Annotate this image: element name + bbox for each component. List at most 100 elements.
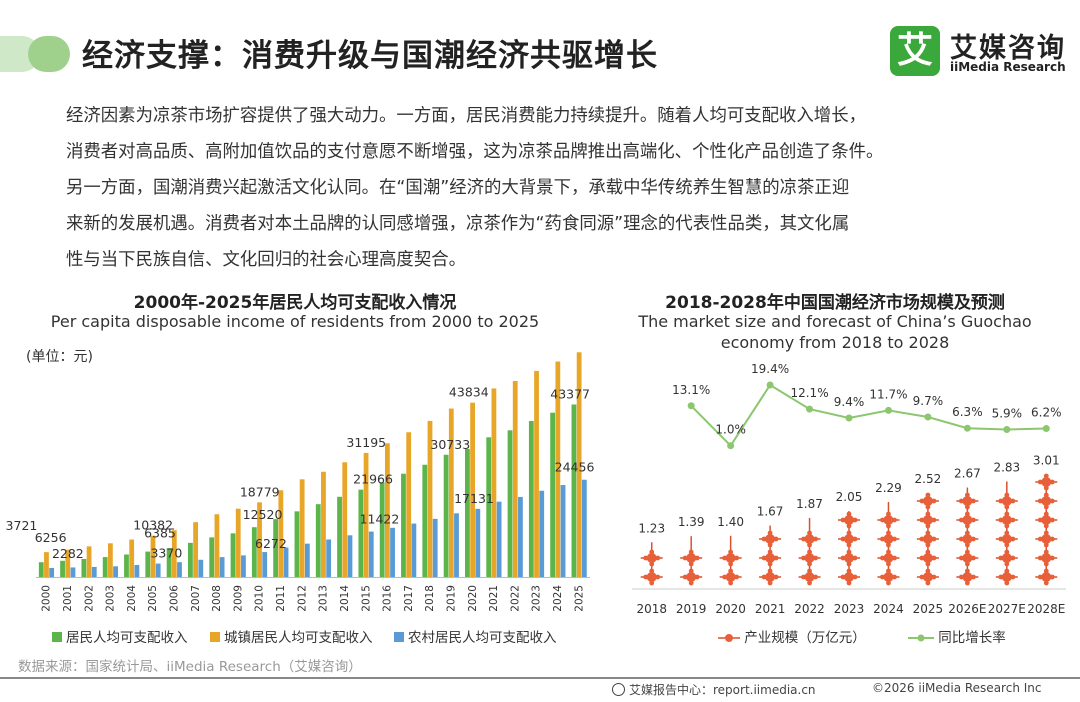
header-decoration-accent <box>28 36 70 72</box>
legend-label: 居民人均可支配收入 <box>66 630 188 646</box>
legend-item-growth-rate: 同比增长率 <box>908 626 1006 646</box>
legend-item-urban: 城镇居民人均可支配收入 <box>210 626 373 646</box>
bar-2021-series-1 <box>491 388 497 577</box>
guochao-chart-subtitle: The market size and forecast of China’s … <box>610 311 1060 353</box>
footer-divider <box>0 677 1080 679</box>
bar-2020-series-0 <box>465 448 470 577</box>
x-tick-label: 2003 <box>105 585 117 612</box>
x-tick-label: 2017 <box>403 585 415 612</box>
growth-rate-label: 19.4% <box>751 362 789 376</box>
paragraph-line: 经济因素为凉茶市场扩容提供了强大动力。一方面，居民消费能力持续提升。随着人均可支… <box>66 106 866 126</box>
bar-value-label: 1.67 <box>757 505 784 519</box>
logo-mark-icon: 艾 <box>890 26 940 76</box>
globe-icon <box>612 683 625 696</box>
bar-2007-series-1 <box>193 522 199 577</box>
growth-rate-point <box>884 406 892 414</box>
bar-2010-series-2 <box>262 552 268 577</box>
bar-2021-series-0 <box>486 437 492 577</box>
page-title: 经济支撑：消费升级与国潮经济共驱增长 <box>82 38 658 74</box>
bar-2023-series-0 <box>528 421 534 577</box>
legend-swatch-icon <box>394 632 404 642</box>
income-chart-title: 2000年-2025年居民人均可支配收入情况 <box>133 293 457 313</box>
data-label: 11422 <box>360 512 400 527</box>
bar-2008-series-0 <box>209 537 215 577</box>
legend-label: 同比增长率 <box>938 630 1006 646</box>
logo-english-name: iiMedia Research <box>950 60 1066 74</box>
bar-2016-series-1 <box>384 443 390 577</box>
bar-2001-series-0 <box>60 560 65 577</box>
x-tick-label: 2026E <box>948 602 986 616</box>
bar-2021-series-2 <box>496 501 502 577</box>
bar-2012-series-2 <box>304 543 310 577</box>
bar-2024-series-2 <box>560 485 566 577</box>
paragraph-line: 另一方面，国潮消费兴起激活文化认同。在“国潮”经济的大背景下，承载中华传统养生智… <box>66 178 850 198</box>
paragraph-line: 来新的发展机遇。消费者对本土品牌的认同感增强，凉茶作为“药食同源”理念的代表性品… <box>66 214 850 234</box>
data-label: 43834 <box>449 385 489 400</box>
x-tick-label: 2008 <box>211 585 223 612</box>
bar-2022-series-1 <box>512 381 518 577</box>
data-label: 31195 <box>346 435 386 450</box>
legend-item-resident: 居民人均可支配收入 <box>52 626 188 646</box>
guochao-combo-chart: 1.23 2018 1.39 2019 1.40 2020 1.67 2021 1.87 2022… <box>632 362 1066 616</box>
legend-item-market-size: 产业规模（万亿元） <box>718 626 866 646</box>
subtitle-line: economy from 2018 to 2028 <box>720 333 950 352</box>
brand-logo: 艾 艾媒咨询 iiMedia Research <box>890 26 1066 76</box>
data-label: 30733 <box>430 437 470 452</box>
bar-2004-series-0 <box>124 554 129 577</box>
logo-chinese-name: 艾媒咨询 <box>950 33 1066 64</box>
growth-rate-line <box>690 383 1047 448</box>
bar-value-label: 1.23 <box>638 521 665 535</box>
knot-bar-2028E <box>1035 473 1058 586</box>
bar-2008-series-2 <box>219 557 225 577</box>
x-tick-label: 2024 <box>873 602 904 616</box>
bar-2009-series-2 <box>241 555 246 577</box>
bar-2000-series-0 <box>38 562 44 577</box>
growth-rate-label: 6.3% <box>952 405 983 419</box>
legend-label: 产业规模（万亿元） <box>744 630 866 646</box>
data-label: 3721 <box>6 518 38 533</box>
bar-2007-series-0 <box>188 542 193 577</box>
bar-2003-series-2 <box>113 566 118 577</box>
bar-2025-series-2 <box>581 479 587 577</box>
growth-rate-point <box>1003 426 1011 434</box>
bar-value-label: 1.87 <box>796 497 823 511</box>
bar-2012-series-1 <box>299 479 305 577</box>
bar-2010-series-0 <box>251 527 257 577</box>
bar-2020-series-1 <box>470 402 476 577</box>
bar-value-label: 2.67 <box>954 467 981 481</box>
bar-2008-series-1 <box>214 514 220 577</box>
footer-report-link[interactable]: 艾媒报告中心：report.iimedia.cn <box>629 683 816 697</box>
x-tick-label: 2012 <box>296 585 308 612</box>
growth-rate-point <box>845 414 853 422</box>
knot-bar-2020 <box>719 535 742 586</box>
bar-value-label: 1.40 <box>717 515 744 529</box>
bar-2009-series-0 <box>230 533 236 577</box>
bar-2006-series-2 <box>177 562 182 577</box>
guochao-chart-title: 2018-2028年中国国潮经济市场规模及预测 <box>665 293 1005 313</box>
bar-2010-series-1 <box>257 502 262 577</box>
bar-2024-series-1 <box>555 361 561 577</box>
bar-value-label: 2.83 <box>993 460 1020 474</box>
data-source: 数据来源：国家统计局、iiMedia Research（艾媒咨询） <box>18 659 362 675</box>
bar-2018-series-2 <box>432 518 438 577</box>
growth-rate-label: 9.4% <box>834 395 865 409</box>
x-tick-label: 2024 <box>552 585 564 612</box>
bar-2025-series-1 <box>576 352 582 577</box>
growth-rate-point <box>727 442 735 450</box>
legend-swatch-icon <box>52 632 62 642</box>
growth-rate-point <box>687 402 695 410</box>
data-label: 2282 <box>52 546 84 561</box>
knot-bar-2018 <box>640 542 663 586</box>
income-chart-subtitle: Per capita disposable income of resident… <box>50 312 540 331</box>
bar-2013-series-2 <box>326 539 332 577</box>
knot-icon <box>718 634 740 642</box>
x-tick-label: 2019 <box>446 585 458 612</box>
bar-2000-series-2 <box>49 567 55 577</box>
x-tick-label: 2015 <box>360 585 372 612</box>
growth-rate-label: 1.0% <box>715 423 746 437</box>
legend-label: 城镇居民人均可支配收入 <box>224 630 373 646</box>
growth-rate-label: 11.7% <box>869 387 907 401</box>
x-tick-label: 2025 <box>573 585 585 612</box>
knot-bar-2023 <box>838 511 860 586</box>
subtitle-line: The market size and forecast of China’s … <box>638 312 1032 331</box>
